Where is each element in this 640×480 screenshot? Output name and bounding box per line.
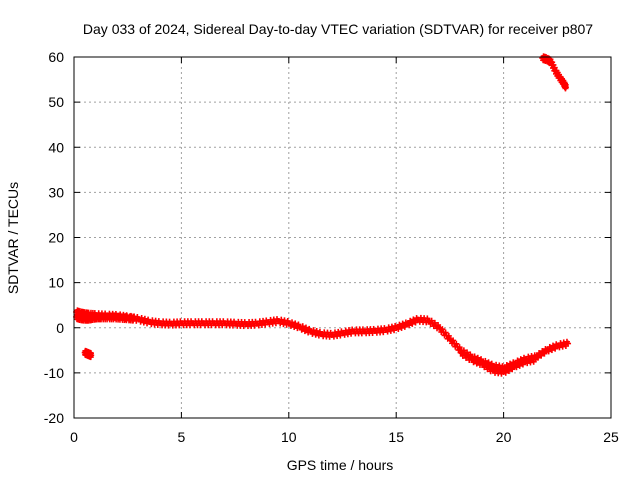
x-tick-labels: 0 5 10 15 20 25: [70, 429, 619, 445]
data-point: [135, 314, 152, 327]
data-point: [264, 316, 280, 328]
data-points: [73, 53, 572, 377]
data-point: [307, 327, 323, 339]
series-lower-band: [457, 349, 539, 377]
y-tick-label: 30: [48, 184, 64, 200]
y-tick-label: 50: [48, 94, 64, 110]
data-point: [178, 318, 195, 329]
x-tick-label: 15: [388, 429, 404, 445]
y-tick-label: -10: [44, 365, 64, 381]
x-tick-label: 5: [178, 429, 186, 445]
data-point: [457, 349, 474, 363]
x-tick-label: 10: [281, 429, 297, 445]
x-axis-label: GPS time / hours: [287, 457, 394, 473]
data-point: [156, 318, 173, 329]
y-tick-label: 20: [48, 230, 64, 246]
grid-lines: [74, 57, 611, 418]
data-point: [562, 84, 569, 91]
y-tick-label: 40: [48, 139, 64, 155]
data-point: [565, 340, 572, 347]
data-point: [532, 356, 539, 363]
data-point: [522, 354, 538, 367]
x-tick-label: 0: [70, 429, 78, 445]
x-tick-label: 25: [603, 429, 619, 445]
y-tick-label: 0: [56, 320, 64, 336]
y-tick-label: -20: [44, 410, 64, 426]
data-point: [146, 317, 162, 328]
data-point: [532, 345, 549, 361]
y-tick-label: 10: [48, 275, 64, 291]
series-isolated: [81, 347, 95, 361]
y-tick-label: 60: [48, 49, 64, 65]
series-upper: [539, 53, 569, 92]
y-tick-labels: -20 -10 0 10 20 30 40 50 60: [44, 49, 64, 426]
data-point: [382, 322, 399, 335]
data-point: [88, 352, 95, 359]
axis-ticks: [73, 56, 612, 419]
chart-title: Day 033 of 2024, Sidereal Day-to-day VTE…: [83, 21, 593, 37]
data-point: [436, 324, 452, 342]
data-point: [131, 315, 138, 322]
data-point: [199, 318, 216, 329]
x-tick-label: 20: [496, 429, 512, 445]
y-axis-label: SDTVAR / TECUs: [5, 182, 21, 294]
data-point: [468, 355, 485, 368]
data-point: [414, 314, 431, 326]
series-lower-branch: [73, 312, 138, 324]
series-main: [73, 307, 572, 373]
data-point: [328, 328, 345, 340]
